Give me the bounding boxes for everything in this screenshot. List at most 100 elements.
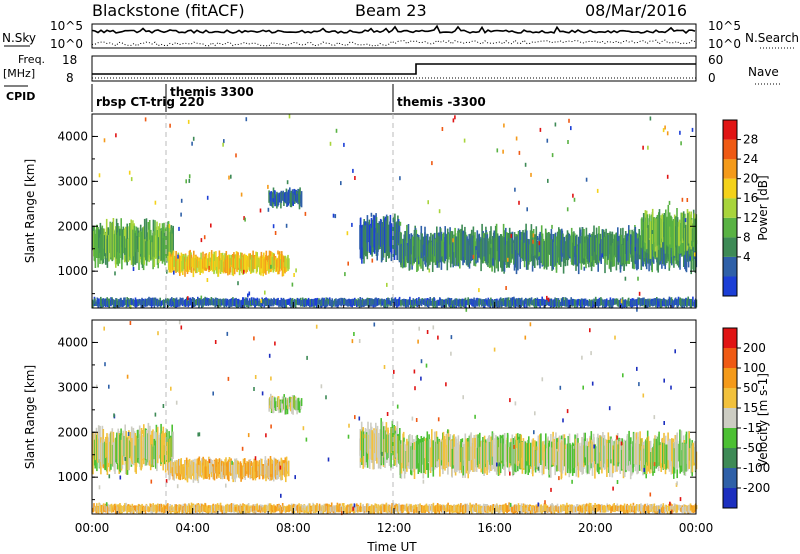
power-scatter-cell	[304, 211, 307, 216]
velocity-scatter-cell	[674, 349, 676, 354]
power-band-4-cell	[541, 233, 544, 265]
power-scatter-cell	[267, 184, 269, 189]
power-ylabel: Slant Range [km]	[23, 159, 37, 263]
velocity-band-5-cell	[460, 507, 463, 512]
power-scatter-cell	[601, 253, 604, 258]
power-band-4-cell	[578, 240, 580, 259]
velocity-band-4-cell	[636, 439, 638, 475]
power-band-6-cell	[561, 297, 564, 306]
velocity-band-5-cell	[465, 504, 467, 513]
velocity-band-5-cell	[199, 506, 201, 514]
velocity-band-0-cell	[110, 431, 113, 464]
power-band-6-cell	[508, 300, 510, 308]
power-band-3-cell	[365, 221, 367, 257]
velocity-scatter-cell	[341, 511, 343, 516]
velocity-band-5-cell	[625, 505, 627, 510]
power-scatter-cell	[651, 230, 654, 234]
velocity-band-5-cell	[665, 504, 668, 509]
power-band-4-cell	[577, 245, 579, 264]
velocity-colorbar-tick-label-2: 50	[743, 381, 758, 395]
power-band-1-cell	[268, 250, 271, 270]
velocity-scatter-cell	[509, 502, 512, 507]
velocity-band-0-cell	[170, 437, 173, 459]
power-band-3-cell	[389, 214, 392, 253]
freq-series-line	[92, 63, 696, 75]
power-band-4-cell	[598, 226, 600, 262]
power-band-4-cell	[611, 231, 614, 267]
power-band-6-cell	[471, 302, 473, 307]
power-band-1-cell	[173, 255, 176, 266]
velocity-band-4-cell	[537, 435, 540, 464]
velocity-band-4-cell	[587, 446, 589, 474]
velocity-scatter-cell	[226, 331, 229, 336]
power-band-6-cell	[434, 300, 436, 308]
velocity-band-5-cell	[106, 505, 109, 515]
power-band-2-cell	[297, 188, 299, 205]
power-band-6-cell	[526, 298, 528, 308]
velocity-band-1-cell	[212, 466, 214, 480]
velocity-band-5-cell	[469, 504, 472, 510]
velocity-band-5-cell	[478, 505, 480, 510]
power-scatter-cell	[346, 231, 349, 236]
velocity-band-4-cell	[499, 435, 502, 474]
velocity-band-5-cell	[473, 505, 475, 511]
power-band-6-cell	[237, 300, 239, 308]
velocity-band-5-cell	[158, 503, 161, 512]
velocity-band-1-cell	[263, 464, 265, 479]
velocity-band-4-cell	[463, 443, 465, 466]
velocity-xtick-label-5: 20:00	[578, 521, 613, 535]
velocity-band-5-cell	[435, 505, 437, 514]
velocity-scatter-cell	[425, 363, 428, 368]
velocity-band-5-cell	[545, 505, 548, 512]
power-band-6-cell	[319, 301, 322, 307]
velocity-scatter-cell	[571, 479, 573, 484]
velocity-scatter-cell	[348, 423, 350, 428]
power-scatter-cell	[243, 216, 245, 221]
nsky-tick-bottom-right: 10^0	[708, 37, 741, 51]
power-band-6-cell	[215, 297, 217, 307]
power-band-4-cell	[555, 236, 558, 273]
velocity-scatter-cell	[98, 485, 101, 490]
velocity-band-0-cell	[103, 439, 105, 467]
velocity-scatter-cell	[642, 393, 645, 398]
freq-tick-top: 18	[62, 53, 77, 67]
power-band-4-cell	[476, 230, 479, 255]
velocity-scatter-cell	[386, 412, 389, 416]
power-band-6-cell	[507, 299, 509, 306]
power-scatter-cell	[272, 198, 275, 203]
velocity-band-5-cell	[559, 506, 561, 513]
power-band-3-cell	[363, 219, 365, 255]
power-band-0-cell	[151, 242, 153, 260]
velocity-band-1-cell	[281, 459, 283, 481]
power-band-5-cell	[689, 214, 691, 247]
velocity-band-5-cell	[356, 506, 358, 511]
velocity-scatter-cell	[363, 434, 366, 439]
nave-label: Nave	[748, 65, 779, 79]
power-scatter-cell	[680, 141, 682, 146]
power-scatter-cell	[285, 223, 288, 228]
power-scatter-cell	[335, 128, 338, 133]
power-scatter-cell	[554, 122, 557, 127]
velocity-xtick-label-2: 08:00	[276, 521, 311, 535]
velocity-band-4-cell	[474, 437, 476, 459]
velocity-band-5-cell	[588, 505, 591, 515]
velocity-band-4-cell	[399, 440, 402, 479]
power-band-0-cell	[158, 237, 160, 260]
velocity-ylabel: Slant Range [km]	[23, 365, 37, 469]
power-band-4-cell	[664, 243, 667, 265]
power-band-6-cell	[125, 300, 128, 308]
power-band-6-cell	[315, 298, 318, 308]
velocity-band-5-cell	[172, 506, 175, 511]
power-band-6-cell	[249, 301, 252, 307]
power-band-6-cell	[385, 300, 387, 306]
power-band-1-cell	[199, 257, 201, 275]
nave-tick-bottom: 0	[708, 71, 716, 85]
power-band-0-cell	[124, 236, 126, 255]
power-band-4-cell	[457, 229, 460, 263]
power-scatter-cell	[547, 297, 550, 302]
velocity-scatter-cell	[417, 339, 419, 344]
power-band-1-cell	[240, 259, 242, 269]
power-band-6-cell	[429, 297, 431, 306]
cpid-entry-0: rbsp CT-trig 220	[96, 95, 204, 109]
